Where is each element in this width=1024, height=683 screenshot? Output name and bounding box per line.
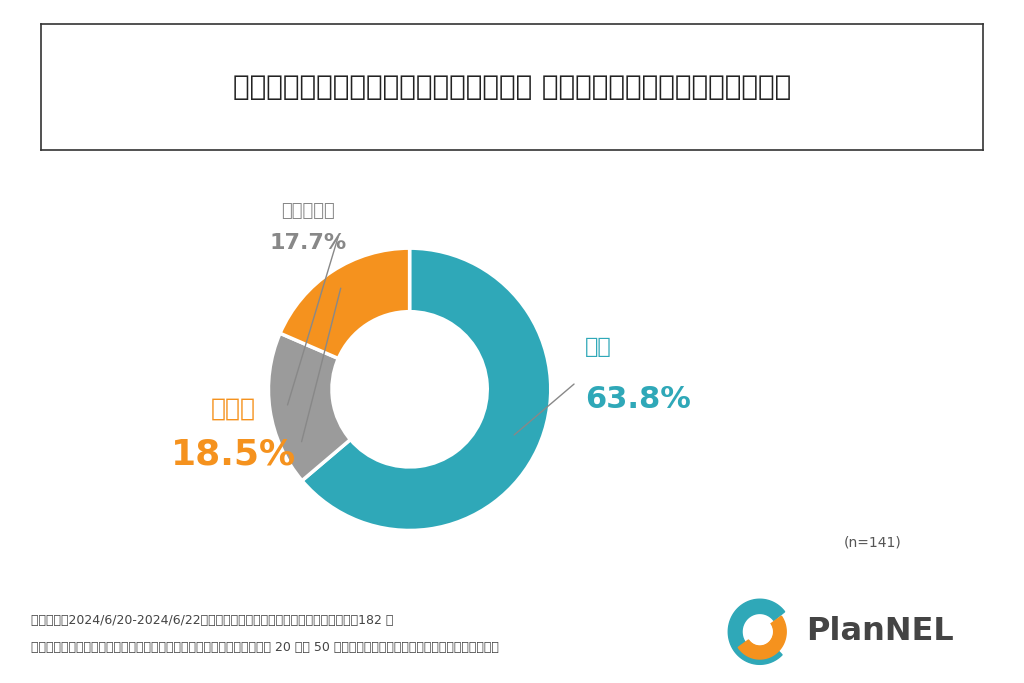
Text: 調査期間：2024/6/20-2024/6/22・調査方法：インターネット調査・調査人数：182 名: 調査期間：2024/6/20-2024/6/22・調査方法：インターネット調査・… xyxy=(31,614,393,627)
Wedge shape xyxy=(280,248,410,359)
Text: 63.8%: 63.8% xyxy=(585,385,690,414)
Text: サプライチェーン計画ツールを導入し、 期待した効果は得られましたか。: サプライチェーン計画ツールを導入し、 期待した効果は得られましたか。 xyxy=(232,73,792,101)
Polygon shape xyxy=(728,599,784,665)
Wedge shape xyxy=(268,333,350,481)
Text: はい: はい xyxy=(585,337,611,357)
Text: (n=141): (n=141) xyxy=(844,536,901,550)
Polygon shape xyxy=(738,616,786,659)
Text: 調査対象：製造業企業でサプライチェーンマネジメントに携わる会社員 20 代〜 50 代男女・モニター提供元：日本ビジネスリサーチ: 調査対象：製造業企業でサプライチェーンマネジメントに携わる会社員 20 代〜 5… xyxy=(31,641,499,654)
Text: PlanNEL: PlanNEL xyxy=(806,616,953,647)
Circle shape xyxy=(748,619,772,644)
Text: 17.7%: 17.7% xyxy=(269,232,346,253)
Text: いいえ: いいえ xyxy=(211,397,256,421)
Text: 18.5%: 18.5% xyxy=(171,437,296,471)
Wedge shape xyxy=(302,248,551,531)
Text: わからない: わからない xyxy=(282,202,335,221)
